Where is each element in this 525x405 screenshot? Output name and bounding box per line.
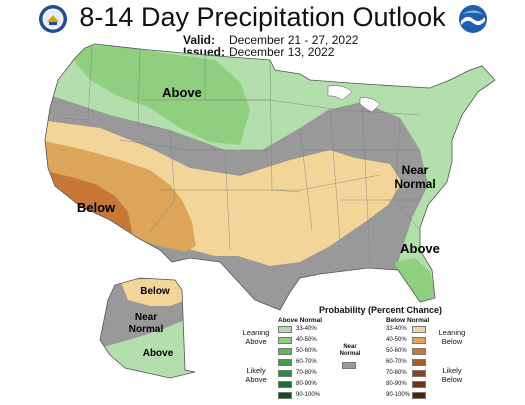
above-normal-40-50-region [72,45,250,145]
legend-below-header: Below Normal [386,317,430,324]
legend-below-swatch [412,381,426,388]
legend-below-range-label: 80-90% [386,381,407,387]
legend-below-swatch [412,392,426,399]
legend-above-range-label: 90-100% [296,392,321,398]
label-alaska-near-2: Normal [129,324,164,335]
legend-likely-above: Likely Above [245,366,267,384]
valid-dates: Valid: December 21 - 27, 2022 [183,33,358,47]
legend-above-range-label: 50-60% [296,348,317,354]
map-title: 8-14 Day Precipitation Outlook [79,2,446,32]
legend-above-swatch [278,359,292,366]
legend-title: Probability (Percent Chance) [318,305,443,315]
florida-above-40-50-region [395,258,438,304]
conus-outline [44,43,496,311]
legend-below-range-label: 50-60% [386,348,407,354]
legend-likely-below: Likely Below [441,366,463,384]
legend-below-range-label: 70-80% [386,370,407,376]
legend: Probability (Percent Chance) Above Norma… [238,300,523,404]
legend-above-swatch [278,392,292,399]
state-boundaries [59,47,421,261]
alaska-below-normal-region [120,278,186,306]
valid-value: December 21 - 27, 2022 [229,33,359,47]
valid-label: Valid: [183,33,216,47]
legend-above-range-label: 80-90% [296,381,317,387]
legend-above-swatch [278,348,292,355]
noaa-logo-icon [459,5,487,33]
legend-above-range-label: 40-50% [296,337,317,343]
label-near-normal-east-2: Normal [394,177,435,191]
alaska-outline [99,277,196,379]
legend-below-swatch [412,370,426,377]
label-alaska-near-1: Near [135,312,157,323]
label-below-southwest: Below [77,200,116,215]
legend-leaning-below: Leaning Below [438,328,466,346]
legend-above-range-label: 70-80% [296,370,317,376]
below-normal-33-40-region [45,120,402,266]
legend-above-swatch [278,381,292,388]
legend-below-swatch [412,326,426,333]
legend-above-range-label: 60-70% [296,359,317,365]
legend-near-normal-swatch [342,362,356,369]
legend-above-range-label: 33-40% [296,326,317,332]
legend-above-header: Above Normal [278,317,323,324]
issued-value: December 13, 2022 [229,45,335,59]
great-lakes [327,85,353,101]
legend-below-range-label: 33-40% [386,326,407,332]
legend-below-swatch [412,359,426,366]
legend-above-swatch [278,370,292,377]
legend-leaning-above: Leaning Above [242,328,270,346]
legend-below-swatch [412,337,426,344]
legend-above-swatch [278,337,292,344]
legend-below-range-label: 40-50% [386,337,407,343]
label-alaska-below: Below [140,286,170,297]
legend-near-normal-label: Near Normal [339,344,361,357]
legend-below-range-label: 60-70% [386,359,407,365]
legend-below-range-label: 90-100% [386,392,411,398]
label-above-north: Above [162,85,202,100]
legend-below-swatch [412,348,426,355]
label-alaska-above: Above [143,348,174,359]
legend-above-swatch [278,326,292,333]
label-above-florida: Above [400,241,440,256]
label-near-normal-east-1: Near [402,163,429,177]
commerce-seal-icon [39,5,67,33]
